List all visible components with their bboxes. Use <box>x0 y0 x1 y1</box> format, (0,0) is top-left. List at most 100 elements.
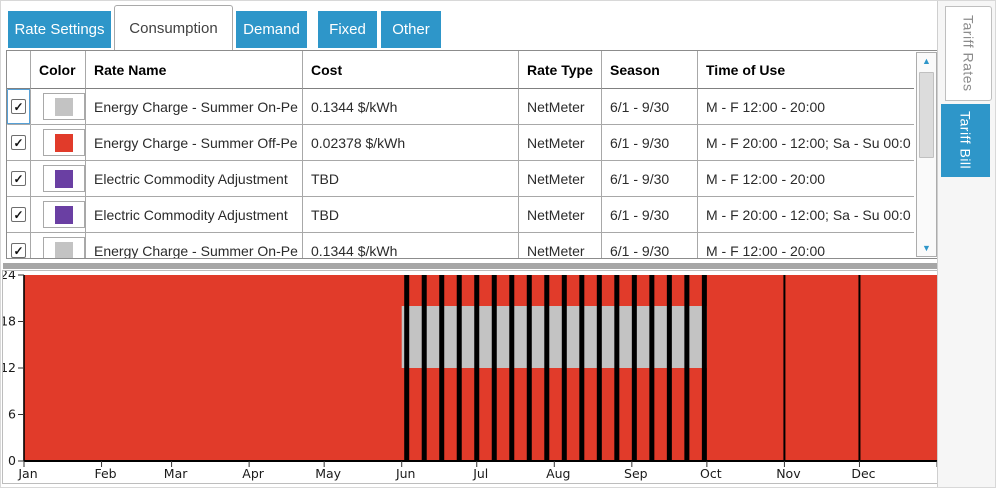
table-row: ✓ Electric Commodity Adjustment TBD NetM… <box>7 161 914 197</box>
scroll-up-icon: ▲ <box>922 56 931 66</box>
scroll-down-button[interactable]: ▼ <box>917 240 936 256</box>
svg-text:6: 6 <box>8 407 16 422</box>
header-rate-type: Rate Type <box>519 51 602 89</box>
tab-rate-settings[interactable]: Rate Settings <box>8 11 111 48</box>
color-swatch-cell[interactable] <box>31 233 86 258</box>
table-row: ✓ Energy Charge - Summer On-Pe 0.1344 $/… <box>7 89 914 125</box>
svg-text:Apr: Apr <box>242 466 264 481</box>
rate-type-cell[interactable]: NetMeter <box>519 125 602 161</box>
rate-name-cell[interactable]: Energy Charge - Summer On-Pe <box>86 233 303 258</box>
cost-cell[interactable]: 0.02378 $/kWh <box>303 125 519 161</box>
rate-name-cell[interactable]: Energy Charge - Summer On-Pe <box>86 89 303 125</box>
tab-label: Demand <box>243 21 300 38</box>
tab-demand[interactable]: Demand <box>236 11 307 48</box>
cost-cell[interactable]: 0.1344 $/kWh <box>303 233 519 258</box>
tou-chart-panel: Jan Feb Mar Apr May Jun Jul Aug Sep Oct Nov Dec 0 6 12… <box>2 270 942 484</box>
svg-text:Mar: Mar <box>164 466 188 481</box>
svg-text:May: May <box>315 466 341 481</box>
tab-other[interactable]: Other <box>381 11 441 48</box>
row-select-cell[interactable]: ✓ <box>7 125 31 161</box>
svg-text:Jun: Jun <box>395 466 416 481</box>
tab-label: Rate Settings <box>14 21 105 38</box>
top-tab-bar: Rate Settings Consumption Demand Fixed O… <box>1 1 939 51</box>
rate-name-cell[interactable]: Energy Charge - Summer Off-Pe <box>86 125 303 161</box>
tab-tariff-rates[interactable]: Tariff Rates <box>945 6 992 101</box>
time-of-use-cell[interactable]: M - F 12:00 - 20:00 <box>698 89 914 125</box>
header-time-of-use: Time of Use <box>698 51 914 89</box>
row-select-cell[interactable]: ✓ <box>7 197 31 233</box>
svg-text:0: 0 <box>8 453 16 468</box>
checkbox-icon[interactable]: ✓ <box>11 171 26 186</box>
rates-table: Color Rate Name Cost Rate Type Season Ti… <box>7 51 914 258</box>
rate-type-cell[interactable]: NetMeter <box>519 89 602 125</box>
tab-fixed[interactable]: Fixed <box>318 11 377 48</box>
color-swatch <box>43 93 85 120</box>
row-select-cell[interactable]: ✓ <box>7 89 31 125</box>
header-color: Color <box>31 51 86 89</box>
time-of-use-cell[interactable]: M - F 12:00 - 20:00 <box>698 233 914 259</box>
color-swatch-cell[interactable] <box>31 197 86 233</box>
season-cell[interactable]: 6/1 - 9/30 <box>602 89 698 125</box>
cost-cell[interactable]: TBD <box>303 161 519 197</box>
header-select <box>7 51 31 89</box>
svg-text:12: 12 <box>3 360 16 375</box>
time-of-use-cell[interactable]: M - F 12:00 - 20:00 <box>698 161 914 197</box>
tab-label: Tariff Rates <box>960 15 977 92</box>
color-swatch <box>43 165 85 192</box>
rate-type-cell[interactable]: NetMeter <box>519 161 602 197</box>
color-swatch-cell[interactable] <box>31 89 86 125</box>
color-swatch-cell[interactable] <box>31 161 86 197</box>
checkbox-icon[interactable]: ✓ <box>11 207 26 222</box>
svg-text:Sep: Sep <box>624 466 648 481</box>
svg-text:18: 18 <box>3 314 16 329</box>
season-cell[interactable]: 6/1 - 9/30 <box>602 125 698 161</box>
svg-text:Oct: Oct <box>700 466 722 481</box>
row-select-cell[interactable]: ✓ <box>7 233 31 258</box>
tab-consumption[interactable]: Consumption <box>114 5 233 50</box>
tab-label: Other <box>392 21 430 38</box>
color-swatch <box>43 237 85 258</box>
time-of-use-cell[interactable]: M - F 20:00 - 12:00; Sa - Su 00:0 <box>698 197 914 233</box>
table-row: ✓ Energy Charge - Summer On-Pe 0.1344 $/… <box>7 233 914 258</box>
svg-text:24: 24 <box>3 271 16 282</box>
tab-tariff-bill[interactable]: Tariff Bill <box>941 104 990 177</box>
time-of-use-chart: Jan Feb Mar Apr May Jun Jul Aug Sep Oct Nov Dec 0 6 12… <box>3 271 938 481</box>
color-swatch <box>43 129 85 156</box>
scroll-down-icon: ▼ <box>922 243 931 253</box>
scrollbar-thumb[interactable] <box>919 72 934 158</box>
scroll-up-button[interactable]: ▲ <box>917 53 936 69</box>
table-header-row: Color Rate Name Cost Rate Type Season Ti… <box>7 51 914 89</box>
table-row: ✓ Electric Commodity Adjustment TBD NetM… <box>7 197 914 233</box>
season-cell[interactable]: 6/1 - 9/30 <box>602 197 698 233</box>
rate-name-cell[interactable]: Electric Commodity Adjustment <box>86 161 303 197</box>
header-rate-name: Rate Name <box>86 51 303 89</box>
cost-cell[interactable]: TBD <box>303 197 519 233</box>
time-of-use-cell[interactable]: M - F 20:00 - 12:00; Sa - Su 00:0 <box>698 125 914 161</box>
season-cell[interactable]: 6/1 - 9/30 <box>602 161 698 197</box>
checkbox-icon[interactable]: ✓ <box>11 135 26 150</box>
rates-table-panel: Color Rate Name Cost Rate Type Season Ti… <box>6 50 939 259</box>
color-swatch <box>43 201 85 228</box>
svg-text:Feb: Feb <box>94 466 116 481</box>
season-cell[interactable]: 6/1 - 9/30 <box>602 233 698 258</box>
svg-text:Jul: Jul <box>472 466 488 481</box>
svg-text:Dec: Dec <box>851 466 875 481</box>
svg-text:Nov: Nov <box>776 466 801 481</box>
tab-label: Tariff Bill <box>957 111 974 170</box>
checkbox-icon[interactable]: ✓ <box>11 243 26 258</box>
svg-text:Jan: Jan <box>17 466 37 481</box>
table-row: ✓ Energy Charge - Summer Off-Pe 0.02378 … <box>7 125 914 161</box>
cost-cell[interactable]: 0.1344 $/kWh <box>303 89 519 125</box>
rate-name-cell[interactable]: Electric Commodity Adjustment <box>86 197 303 233</box>
rate-type-cell[interactable]: NetMeter <box>519 233 602 258</box>
table-vertical-scrollbar[interactable]: ▲ ▼ <box>916 52 937 257</box>
rate-type-cell[interactable]: NetMeter <box>519 197 602 233</box>
color-swatch-cell[interactable] <box>31 125 86 161</box>
tab-label: Consumption <box>129 19 218 37</box>
svg-text:Aug: Aug <box>546 466 570 481</box>
right-tab-strip: Tariff Rates Tariff Bill <box>937 1 995 487</box>
row-select-cell[interactable]: ✓ <box>7 161 31 197</box>
splitter-bar[interactable] <box>3 263 939 269</box>
checkbox-icon[interactable]: ✓ <box>11 99 26 114</box>
